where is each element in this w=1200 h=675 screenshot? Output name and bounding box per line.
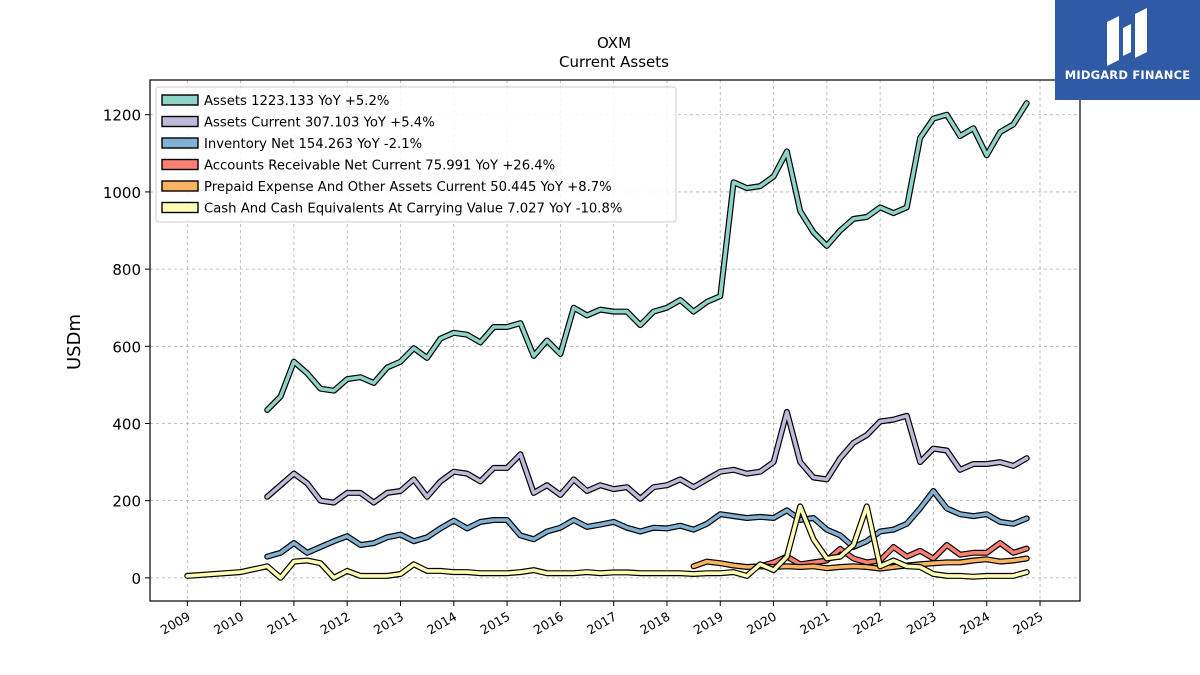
legend: Assets 1223.133 YoY +5.2% Assets Current … <box>155 86 677 223</box>
series-outline <box>264 408 1030 506</box>
y-tick-label: 800 <box>112 261 141 279</box>
x-tick-label: 2014 <box>424 609 459 638</box>
legend-box <box>155 86 677 223</box>
x-tick-label: 2025 <box>1010 609 1045 638</box>
x-tick-label: 2023 <box>904 609 939 638</box>
legend-label: Cash And Cash Equivalents At Carrying Va… <box>204 202 622 217</box>
series-4 <box>690 555 1030 572</box>
series-2 <box>264 488 1030 560</box>
legend-label: Assets Current 307.103 YoY +5.4% <box>204 116 435 131</box>
y-axis-label: USDm <box>64 314 85 370</box>
x-tick-label: 2010 <box>211 609 246 638</box>
brand-name: MIDGARD FINANCE <box>1064 68 1191 82</box>
y-tick-label: 1000 <box>103 184 141 202</box>
x-tick-label: 2022 <box>851 609 886 638</box>
series-line <box>265 410 1029 505</box>
series-line <box>758 541 1029 569</box>
series-line <box>265 489 1029 559</box>
x-tick-label: 2009 <box>158 609 193 638</box>
legend-swatch <box>161 94 199 106</box>
y-tick-label: 0 <box>131 570 141 588</box>
x-tick-label: 2011 <box>264 609 299 638</box>
series-5 <box>184 503 1030 581</box>
x-tick-label: 2012 <box>318 609 353 638</box>
x-tick-label: 2013 <box>371 609 406 638</box>
y-tick-label: 400 <box>112 415 141 433</box>
series-line <box>185 504 1029 580</box>
x-tick-label: 2024 <box>957 609 992 638</box>
x-axis-ticks: 2009 2010 2011 2012 2013 2014 2015 2016 2017 2018… <box>158 601 1046 638</box>
x-tick-label: 2016 <box>531 609 566 638</box>
legend-swatch <box>161 180 199 192</box>
x-tick-label: 2018 <box>637 609 672 638</box>
y-tick-label: 600 <box>112 338 141 356</box>
series-3 <box>757 540 1030 570</box>
y-axis-ticks: 0 200 400 600 800 1000 1200 <box>103 107 150 588</box>
y-tick-label: 1200 <box>103 107 141 125</box>
legend-swatch <box>161 201 199 214</box>
x-tick-label: 2015 <box>478 609 513 638</box>
legend-swatch <box>161 158 199 171</box>
series-line <box>265 101 1029 412</box>
series-1 <box>264 408 1030 506</box>
y-tick-label: 200 <box>112 493 141 511</box>
brand-mark-icon <box>1107 8 1147 66</box>
x-tick-label: 2017 <box>584 609 619 638</box>
series-0 <box>264 100 1030 413</box>
x-tick-label: 2021 <box>797 609 832 638</box>
legend-swatch <box>161 115 199 128</box>
x-tick-label: 2020 <box>744 609 779 638</box>
series-line <box>691 556 1029 571</box>
series-layer <box>184 100 1030 581</box>
plot-frame <box>149 79 1081 602</box>
brand-logo: MIDGARD FINANCE <box>1055 0 1200 100</box>
legend-label: Prepaid Expense And Other Assets Current… <box>204 180 612 195</box>
x-tick-label: 2019 <box>691 609 726 638</box>
legend-label: Assets 1223.133 YoY +5.2% <box>204 94 389 109</box>
legend-label: Inventory Net 154.263 YoY -2.1% <box>204 137 422 152</box>
legend-swatch <box>161 137 199 149</box>
legend-label: Accounts Receivable Net Current 75.991 Y… <box>204 159 555 174</box>
chart-title: OXM <box>597 34 631 52</box>
chart-subtitle: Current Assets <box>559 53 669 71</box>
